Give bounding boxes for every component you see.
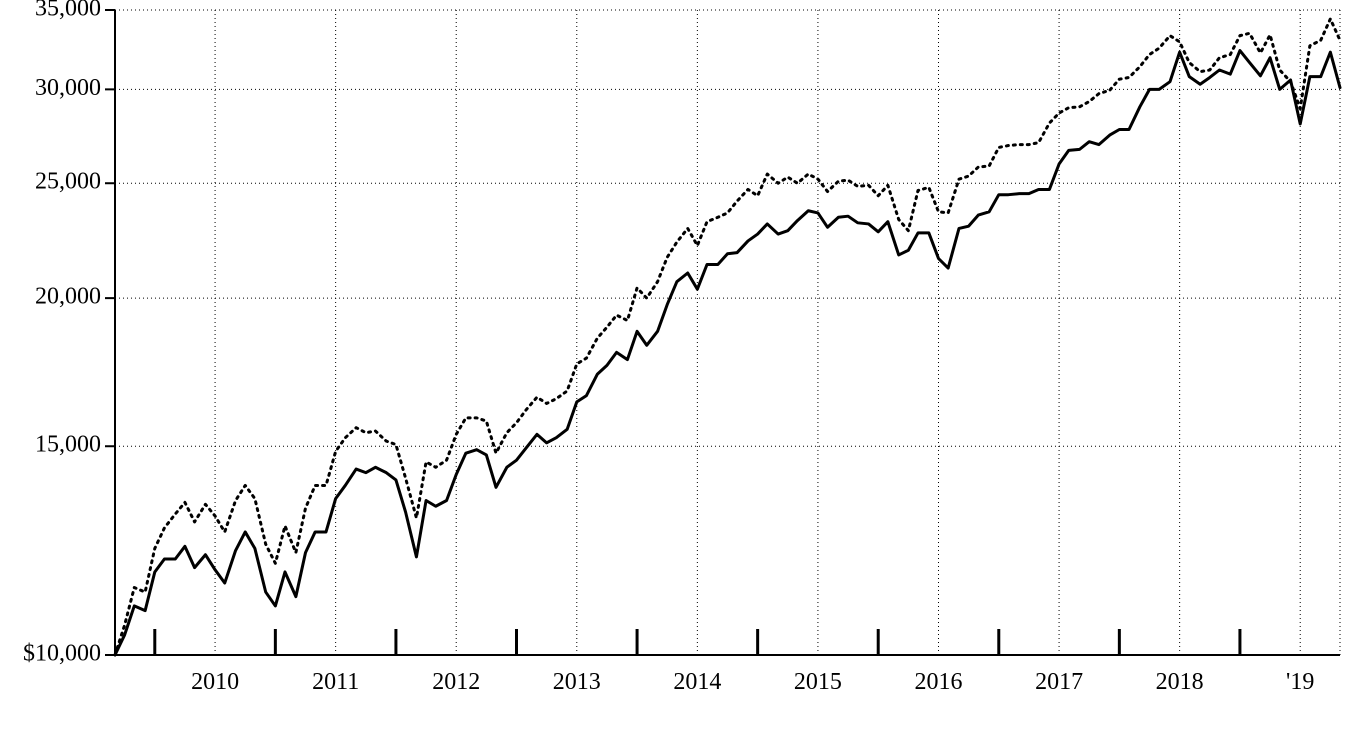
x-tick-label: '19 xyxy=(1286,669,1314,695)
x-tick-label: 2018 xyxy=(1156,669,1204,695)
y-tick-label: 20,000 xyxy=(35,284,101,310)
y-tick-label: 35,000 xyxy=(35,0,101,22)
y-tick-label: 25,000 xyxy=(35,169,101,195)
x-tick-label: 2017 xyxy=(1035,669,1083,695)
x-tick-label: 2013 xyxy=(553,669,601,695)
x-tick-label: 2012 xyxy=(432,669,480,695)
x-tick-label: 2015 xyxy=(794,669,842,695)
y-tick-label: 15,000 xyxy=(35,432,101,458)
y-tick-label: $10,000 xyxy=(23,641,101,667)
y-tick-label: 30,000 xyxy=(35,75,101,101)
x-tick-label: 2011 xyxy=(312,669,359,695)
x-tick-label: 2010 xyxy=(191,669,239,695)
growth-chart: $10,000 15,000 20,000 25,000 30,000 35,000 201… xyxy=(0,0,1363,740)
chart-svg: $10,000 15,000 20,000 25,000 30,000 35,000 201… xyxy=(0,0,1363,740)
x-tick-label: 2014 xyxy=(673,669,721,695)
x-tick-label: 2016 xyxy=(914,669,962,695)
